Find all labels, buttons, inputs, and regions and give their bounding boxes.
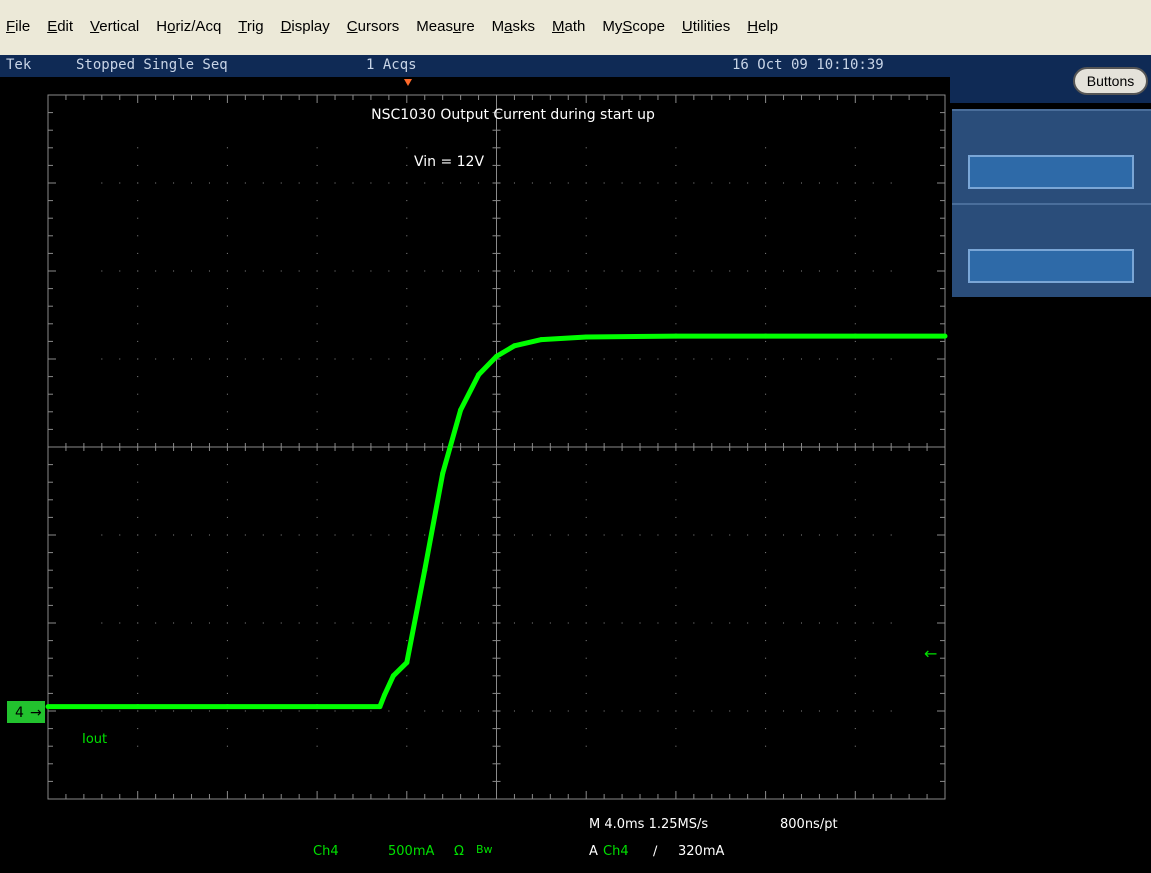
data-point [494,353,499,359]
data-point [314,704,320,710]
data-point [673,333,679,339]
readout-scale: 500mA [388,844,434,859]
data-point [224,704,230,710]
data-point [476,372,482,378]
data-point [440,470,446,476]
menu-help[interactable]: Help [747,18,779,35]
readout-coupling-icon: Ω [454,844,464,859]
side-control-panel-2 [952,203,1151,297]
data-point [538,337,544,343]
data-point [458,407,464,413]
annotation-vin: Vin = 12V [414,154,484,170]
readout-trigger-level: 320mA [678,844,724,859]
side-panel-header: Buttons [950,55,1151,103]
scope-screen: NSC1030 Output Current during start up V… [0,77,950,869]
data-point [135,704,141,710]
data-point [852,333,858,339]
readout-trigger-channel: Ch4 [603,844,629,859]
status-bar: Tek Stopped Single Seq 1 Acqs 16 Oct 09 … [0,55,950,77]
readout-channel: Ch4 [313,844,339,859]
acquisition-count: 1 Acqs [366,57,417,73]
menu-utilities[interactable]: Utilities [681,18,731,35]
menu-bar: File Edit Vertical Horiz/Acq Trig Display Curs… [0,0,1151,55]
trace-label: Iout [82,732,107,747]
buttons-button[interactable]: Buttons [1073,67,1148,95]
data-point [763,333,769,339]
channel-marker-arrow-icon: → [30,705,42,721]
menu-math[interactable]: Math [552,18,586,35]
waveform-display: NSC1030 Output Current during start up V… [7,79,948,859]
brand-label: Tek [6,57,32,73]
menu-horiz-acq[interactable]: Horiz/Acq [156,18,222,35]
data-point [377,704,383,710]
data-point [390,673,396,679]
trigger-position-icon [404,79,412,86]
channel-4-marker[interactable]: 4 → [7,701,45,723]
menu-edit[interactable]: Edit [47,18,74,35]
menu-masks[interactable]: Masks [491,18,536,35]
menu-trig[interactable]: Trig [238,18,264,35]
readout-timebase: M 4.0ms 1.25MS/s [589,817,708,832]
menu-myscope[interactable]: MyScope [602,18,665,35]
menu-display[interactable]: Display [280,18,330,35]
data-point [404,660,410,666]
side-control-field-2[interactable] [968,249,1134,283]
series-line-0 [48,333,945,710]
readout-record-length: 800ns/pt [780,817,838,832]
trigger-level-arrow-icon: ← [924,644,937,663]
menu-cursors[interactable]: Cursors [346,18,400,35]
data-point [381,692,387,698]
data-point [942,333,948,339]
channel-marker-label: 4 [15,705,24,721]
readout-trigger-slope-icon: ∕ [653,844,658,859]
readout-trigger-prefix: A [589,844,598,859]
readout-bandwidth: Bw [476,843,493,856]
menu-measure[interactable]: Measure [416,18,475,35]
side-control-panel-1 [952,109,1151,203]
acquisition-state: Stopped Single Seq [76,57,228,73]
date-time: 16 Oct 09 10:10:39 [732,57,884,73]
data-point [583,334,589,340]
side-control-field-1[interactable] [968,155,1134,189]
annotation-title: NSC1030 Output Current during start up [371,107,655,123]
data-point [45,704,51,710]
menu-file[interactable]: File [6,18,31,35]
waveform-trace [45,333,948,710]
menu-vertical[interactable]: Vertical [90,18,140,35]
data-point [422,567,428,573]
graticule [47,94,946,800]
data-point [511,343,517,349]
side-panel: Buttons [950,55,1151,869]
